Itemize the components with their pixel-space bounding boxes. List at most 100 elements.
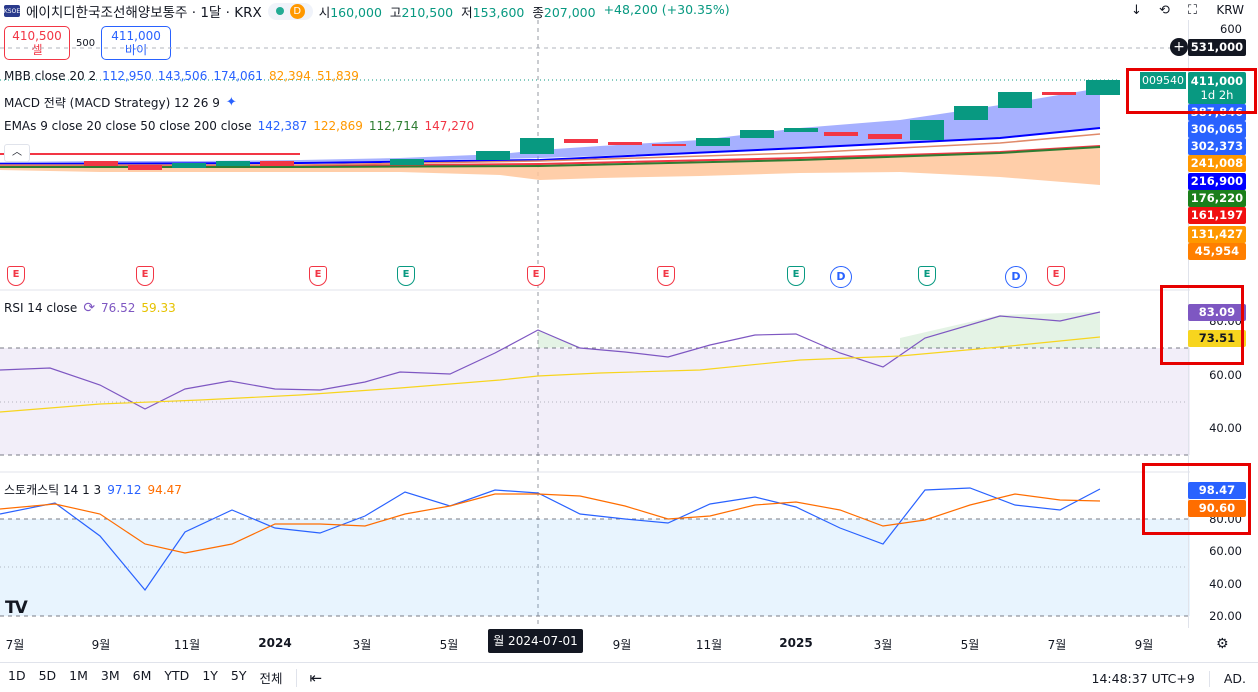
earnings-marker[interactable]: E <box>918 266 936 286</box>
candle <box>476 151 510 160</box>
legend-macd[interactable]: MACD 전략 (MACD Strategy) 12 26 9 ✦ <box>4 94 237 111</box>
close-value: 207,000 <box>543 4 596 20</box>
rsi-value: 76.52 <box>101 301 136 315</box>
range-button[interactable]: 5Y <box>230 668 247 683</box>
stoch-tick: 20.00 <box>1209 609 1242 623</box>
candle <box>608 142 642 145</box>
stoch-band <box>0 519 1190 616</box>
dividend-marker[interactable]: D <box>1005 266 1027 288</box>
symbol-header: KSOE 에이치디한국조선해양보통주 · 1달 · KRX D 시160,000… <box>0 0 1258 22</box>
earnings-marker[interactable]: E <box>657 266 675 286</box>
range-button[interactable]: 전체 <box>259 671 283 686</box>
chart-canvas[interactable] <box>0 20 1190 628</box>
dividend-marker[interactable]: D <box>830 266 852 288</box>
range-button[interactable]: 1M <box>69 668 88 683</box>
bottom-right-info: 14:48:37 UTC+9 AD. <box>1092 671 1246 687</box>
price-tick: 600 <box>1220 22 1242 36</box>
candle <box>740 130 774 138</box>
indicator-price-tag: 216,900 <box>1188 173 1246 190</box>
rsi-ma-line <box>0 336 1101 413</box>
candle <box>868 134 902 139</box>
candle <box>652 144 686 146</box>
fullscreen-icon[interactable]: ⛶ <box>1187 2 1197 18</box>
stoch-scale[interactable]: 80.00 60.00 40.00 20.00 98.47 90.60 <box>1188 472 1258 628</box>
candle <box>216 161 250 166</box>
time-tick: 5월 <box>960 638 980 652</box>
indicator-price-tag: 131,427 <box>1188 226 1246 243</box>
range-button[interactable]: 6M <box>132 668 152 683</box>
time-tick: 11월 <box>173 638 201 652</box>
symbol-title[interactable]: 에이치디한국조선해양보통주 · 1달 · KRX <box>26 5 262 21</box>
sync-icon[interactable]: ⟳ <box>83 300 96 316</box>
legend-rsi[interactable]: RSI 14 close ⟳ 76.52 59.33 <box>4 300 176 316</box>
settings-gear-icon[interactable]: ⚙ <box>1216 636 1229 652</box>
rsi-scale[interactable]: 80.00 60.00 40.00 83.09 73.51 <box>1188 290 1258 472</box>
indicator-price-tag: 306,065 <box>1188 121 1246 138</box>
low-label: 저 <box>461 4 473 20</box>
candle <box>260 161 294 166</box>
stoch-d-tag: 90.60 <box>1188 500 1246 517</box>
collapse-legend-button[interactable]: ︿ <box>4 144 30 162</box>
rsi-tick: 60.00 <box>1209 368 1242 382</box>
arrow-down-icon[interactable]: ↓ <box>1130 2 1142 18</box>
stoch-k-line <box>0 487 1101 591</box>
earnings-marker[interactable]: E <box>527 266 545 286</box>
candles <box>84 80 1120 170</box>
time-tick: 9월 <box>612 638 632 652</box>
date-range-icon[interactable]: ⇤ <box>309 668 323 687</box>
adjust-toggle[interactable]: AD. <box>1223 671 1246 686</box>
legend-emas[interactable]: EMAs 9 close 20 close 50 close 200 close… <box>4 119 474 133</box>
earnings-marker[interactable]: E <box>136 266 154 286</box>
range-button[interactable]: 1D <box>8 668 26 683</box>
candle <box>784 128 818 132</box>
time-tick: 7월 <box>5 638 25 652</box>
rsi-ma-price-tag: 73.51 <box>1188 330 1246 347</box>
time-tick: 3월 <box>352 638 372 652</box>
market-status-pill[interactable]: D <box>267 2 313 20</box>
range-button[interactable]: 3M <box>100 668 120 683</box>
earnings-marker[interactable]: E <box>1047 266 1065 286</box>
strategy-icon[interactable]: ✦ <box>225 95 237 110</box>
range-button[interactable]: 1Y <box>202 668 218 683</box>
close-label: 종 <box>532 4 544 20</box>
stoch-k-tag: 98.47 <box>1188 482 1246 499</box>
earnings-marker[interactable]: E <box>309 266 327 286</box>
price-scale[interactable]: 600 531,000 411,000 1d 2h 387,846 306,065… <box>1188 20 1258 628</box>
rsi-ob-fill <box>900 312 1100 348</box>
rsi-tick: 40.00 <box>1209 421 1242 435</box>
mbb-value: 51,839 <box>316 69 359 83</box>
candle <box>390 159 424 165</box>
crosshair-time-label: 월 2024-07-01 <box>488 629 583 653</box>
clock-timezone[interactable]: 14:48:37 UTC+9 <box>1091 671 1195 686</box>
range-button[interactable]: 5D <box>38 668 57 683</box>
time-axis[interactable]: 7월 9월 11월 2024 3월 5월 9월 11월 2025 3월 5월 7월 9월 월 2024-… <box>0 628 1190 658</box>
earnings-marker[interactable]: E <box>787 266 805 286</box>
candle <box>520 138 554 154</box>
mbb-label: MBB close 20 2 <box>4 69 97 83</box>
candle <box>696 138 730 146</box>
time-tick: 2025 <box>779 636 813 650</box>
time-tick: 5월 <box>439 638 459 652</box>
legend-mbb[interactable]: MBB close 20 2 112,950 143,506 174,061 8… <box>4 69 359 83</box>
refresh-icon[interactable]: ⟲ <box>1158 2 1170 18</box>
ohlc-values: 시160,000 고210,500 저153,600 종207,000 +48,… <box>319 2 730 21</box>
rsi-band <box>0 348 1190 455</box>
range-buttons: 1D 5D 1M 3M 6M YTD 1Y 5Y 전체 <box>8 668 283 687</box>
earnings-marker[interactable]: E <box>7 266 25 286</box>
high-value: 210,500 <box>401 4 454 20</box>
highlight-box <box>1142 463 1251 535</box>
indicator-price-tag: 161,197 <box>1188 207 1246 224</box>
earnings-marker[interactable]: E <box>397 266 415 286</box>
range-button[interactable]: YTD <box>164 668 190 683</box>
legend-stoch[interactable]: 스토캐스틱 14 1 3 97.12 94.47 <box>4 481 182 498</box>
rsi-line <box>0 311 1101 410</box>
sell-button[interactable]: 410,500 셀 <box>4 26 70 60</box>
currency-selector[interactable]: KRW <box>1216 3 1244 17</box>
buy-button[interactable]: 411,000 바이 <box>101 26 172 60</box>
stoch-k-value: 97.12 <box>107 482 142 497</box>
tradingview-logo-icon[interactable]: TV <box>5 598 28 618</box>
ema-value: 142,387 <box>257 119 308 133</box>
time-tick: 7월 <box>1047 638 1067 652</box>
rsi-price-tag: 83.09 <box>1188 304 1246 321</box>
add-plus-icon[interactable]: + <box>1170 38 1188 56</box>
